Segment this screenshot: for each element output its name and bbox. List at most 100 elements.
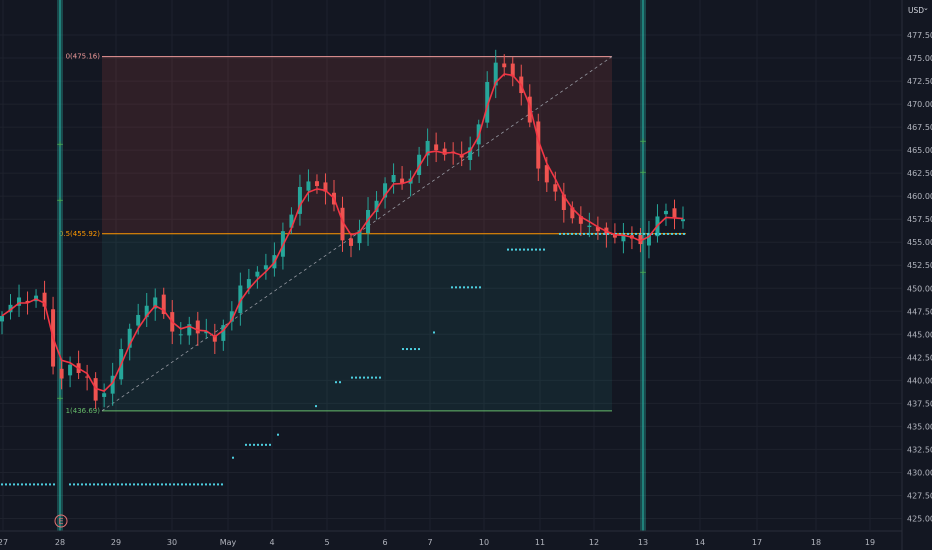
candle-body	[85, 376, 90, 378]
candle-body	[536, 121, 541, 169]
overlay-line-path	[1, 73, 684, 393]
indicator-dot	[17, 483, 19, 486]
candle-body	[374, 200, 379, 213]
candle-body	[672, 208, 677, 219]
indicator-dot	[101, 483, 103, 486]
candle-body	[195, 320, 200, 334]
indicator-dot	[527, 248, 529, 251]
candle-body	[527, 96, 532, 123]
indicator-dot	[583, 232, 585, 235]
x-tick-label: 6	[382, 538, 387, 547]
fib-trend-line	[101, 56, 613, 412]
indicator-dots	[1, 232, 685, 486]
indicator-dot	[467, 286, 469, 289]
indicator-dot	[193, 483, 195, 486]
indicator-dot	[137, 483, 139, 486]
candle-body	[612, 234, 617, 238]
candle-body	[17, 297, 22, 306]
indicator-dot	[406, 348, 408, 351]
candle-body	[349, 238, 354, 246]
candle-body	[110, 375, 115, 394]
candle-body	[323, 182, 328, 192]
indicator-dot	[455, 286, 457, 289]
indicator-dot	[33, 483, 35, 486]
indicator-dot	[567, 232, 569, 235]
candle-body	[221, 325, 226, 341]
y-tick-label: 470.00	[907, 100, 932, 109]
y-tick-label: 425.00	[907, 514, 932, 523]
indicator-dot	[165, 483, 167, 486]
x-tick-label: 11	[535, 538, 545, 547]
indicator-dot	[451, 286, 453, 289]
indicator-dot	[13, 483, 15, 486]
x-tick-label: 5	[324, 538, 329, 547]
x-tick-label: 19	[865, 538, 875, 547]
indicator-dot	[53, 483, 55, 486]
x-tick-label: 28	[55, 538, 65, 547]
candle-body	[468, 147, 473, 161]
candle-body	[357, 230, 362, 244]
candle-body	[68, 364, 73, 376]
currency-dropdown-icon[interactable]: ⌄	[923, 4, 929, 12]
indicator-dot	[359, 376, 361, 379]
indicator-dot	[599, 232, 601, 235]
y-tick-label: 452.50	[907, 261, 932, 270]
indicator-dot	[655, 232, 657, 235]
candle-body	[263, 265, 268, 270]
indicator-dot	[49, 483, 51, 486]
x-tick-label: 30	[167, 538, 177, 547]
y-axis: 425.00 427.50 430.00 432.50 435.00 437.50 440.…	[901, 0, 932, 550]
x-tick-label: 18	[811, 538, 821, 547]
y-tick-label: 435.00	[907, 422, 932, 431]
indicator-dot	[571, 232, 573, 235]
candle-body	[25, 300, 30, 304]
y-tick-label: 467.50	[907, 123, 932, 132]
x-tick-label: 17	[752, 538, 762, 547]
indicator-dot	[221, 483, 223, 486]
candle-body	[136, 314, 141, 326]
x-tick-label: 10	[479, 538, 489, 547]
x-tick-label: 7	[427, 538, 432, 547]
indicator-dot	[671, 232, 673, 235]
indicator-dot	[145, 483, 147, 486]
indicator-dot	[9, 483, 11, 486]
y-tick-label: 455.00	[907, 238, 932, 247]
candle-body	[246, 279, 251, 289]
candle-body	[391, 174, 396, 183]
indicator-dot	[418, 348, 420, 351]
indicator-dot	[402, 348, 404, 351]
indicator-dot	[475, 286, 477, 289]
indicator-dot	[113, 483, 115, 486]
currency-label[interactable]: USD	[908, 6, 924, 15]
candle-body	[493, 62, 498, 86]
x-tick-label: 14	[695, 538, 705, 547]
indicator-dot	[185, 483, 187, 486]
y-tick-label: 465.00	[907, 146, 932, 155]
indicator-dot	[623, 232, 625, 235]
session-plus-marker: +	[639, 137, 647, 147]
indicator-dot	[125, 483, 127, 486]
candle-body	[646, 233, 651, 246]
y-tick-label: 477.50	[907, 31, 932, 40]
earnings-marker[interactable]: E	[54, 514, 68, 528]
fibonacci-retracement[interactable]: 0(475.16) 0.5(455.92) 1(436.69)	[59, 53, 686, 415]
fib-level-label: 0.5(455.92)	[59, 230, 100, 238]
candle-body	[621, 235, 626, 242]
y-tick-label: 430.00	[907, 468, 932, 477]
indicator-dot	[511, 248, 513, 251]
candle-body	[544, 165, 549, 183]
indicator-dot	[153, 483, 155, 486]
x-axis: 27 28 29 30 May 4 5 6 7 10 11 12 13 14 17 18 19	[0, 530, 902, 547]
indicator-dot	[627, 232, 629, 235]
indicator-dot	[615, 232, 617, 235]
candle-body	[417, 154, 422, 176]
candle-body	[42, 292, 47, 307]
indicator-dot	[619, 232, 621, 235]
candle-body	[59, 368, 64, 379]
candle-body	[663, 210, 668, 215]
indicator-dot	[659, 232, 661, 235]
indicator-dot	[197, 483, 199, 486]
indicator-dot	[85, 483, 87, 486]
overlay-line	[1, 73, 684, 393]
